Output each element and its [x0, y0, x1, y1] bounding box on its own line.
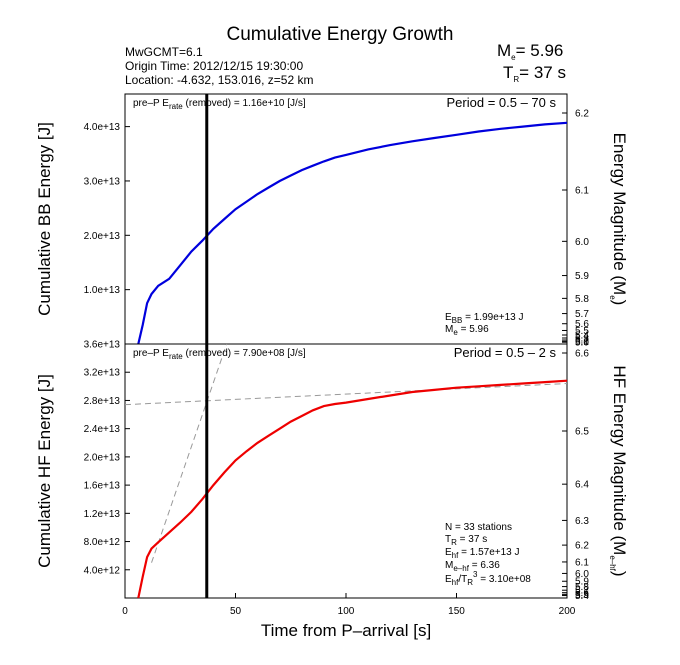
hf-y-axis-label: Cumulative HF Energy [J] — [35, 374, 54, 568]
hf-dashed-onset-line — [151, 343, 228, 563]
hf-rate-note: pre–P Erate (removed) = 7.90e+08 [J/s] — [133, 348, 306, 361]
hf-right-tick-label: 6.1 — [575, 557, 589, 568]
x-tick-label: 200 — [559, 606, 576, 617]
hf-right-tick-label: 6.3 — [575, 516, 589, 527]
bb-energy-panel: 1.0e+13 2.0e+13 3.0e+13 4.0e+13 6.2 6.1 6.0 5.… — [35, 93, 629, 349]
hf-right-tick-label: 5.9 — [575, 577, 589, 588]
bb-right-axis-label: Energy Magnitude (Me) — [608, 133, 629, 306]
bb-y-axis: 1.0e+13 2.0e+13 3.0e+13 4.0e+13 — [84, 122, 130, 296]
hf-period-label: Period = 0.5 – 2 s — [454, 345, 557, 360]
hf-y-tick-label: 1.6e+13 — [84, 481, 121, 492]
bb-magnitude-annotation: Me = 5.96 — [445, 324, 489, 337]
bb-right-tick-label: 5.7 — [575, 309, 589, 320]
hf-y-tick-label: 4.0e+12 — [84, 565, 121, 576]
bb-energy-series-line — [137, 121, 568, 345]
bb-right-tick-label: 5.6 — [575, 319, 589, 330]
x-tick-label: 100 — [338, 606, 355, 617]
hf-ratio-annotation: Ehf/TR3 = 3.10e+08 — [445, 570, 531, 587]
bb-plot-frame — [124, 93, 568, 345]
energy-magnitude-summary: Me= 5.96 — [497, 41, 563, 62]
x-tick-label: 150 — [448, 606, 465, 617]
hf-dashed-trend-line — [124, 383, 568, 406]
bb-right-tick-label: 5.2 — [575, 335, 589, 346]
hf-right-magnitude-axis: 6.6 6.5 6.4 6.3 6.2 6.16.05.95.85.75.65.55.4 — [562, 349, 589, 602]
info-line-1: MwGCMT=6.1 — [125, 45, 203, 59]
bb-right-tick-label: 5.4 — [575, 330, 589, 341]
hf-right-tick-label: 5.5 — [575, 590, 589, 601]
bb-right-tick-label: 6.1 — [575, 186, 589, 197]
info-line-2: Origin Time: 2012/12/15 19:30:00 — [125, 59, 303, 73]
hf-duration-annotation: TR = 37 s — [445, 534, 487, 547]
hf-y-tick-label: 8.0e+12 — [84, 537, 121, 548]
hf-y-tick-label: 2.4e+13 — [84, 424, 121, 435]
hf-y-tick-label: 1.2e+13 — [84, 509, 121, 520]
x-tick-label: 50 — [230, 606, 242, 617]
hf-y-axis: 4.0e+12 8.0e+12 1.2e+13 1.6e+13 2.0e+13 2.4e+… — [84, 340, 130, 576]
bb-energy-annotation: EBB = 1.99e+13 J — [445, 312, 524, 325]
bb-right-magnitude-axis: 6.2 6.1 6.0 5.9 5.8 5.75.65.55.45.35.25.15.0 — [562, 109, 589, 349]
hf-right-axis-label: HF Energy Magnitude (Me–hf) — [608, 365, 629, 576]
hf-right-tick-label: 5.7 — [575, 586, 589, 597]
bb-right-tick-label: 5.0 — [575, 338, 589, 349]
bb-right-tick-label: 6.0 — [575, 237, 589, 248]
bb-rate-note: pre–P Erate (removed) = 1.16e+10 [J/s] — [133, 98, 306, 111]
bb-right-tick-label: 5.3 — [575, 333, 589, 344]
hf-right-tick-label: 6.6 — [575, 349, 589, 360]
x-tick-label: 0 — [122, 606, 128, 617]
hf-stations-annotation: N = 33 stations — [445, 522, 512, 533]
hf-y-tick-label: 3.6e+13 — [84, 340, 121, 351]
bb-y-tick-label: 2.0e+13 — [84, 231, 121, 242]
hf-energy-series-line — [137, 379, 568, 599]
bb-right-tick-label: 5.5 — [575, 326, 589, 337]
hf-y-tick-label: 2.8e+13 — [84, 396, 121, 407]
bb-right-tick-label: 5.1 — [575, 337, 589, 348]
rupture-duration-summary: TR= 37 s — [503, 63, 566, 84]
hf-plot-frame — [124, 343, 568, 599]
hf-right-tick-label: 6.4 — [575, 480, 589, 491]
hf-right-tick-label: 5.8 — [575, 582, 589, 593]
bb-right-tick-label: 6.2 — [575, 109, 589, 120]
bb-right-tick-label: 5.8 — [575, 294, 589, 305]
bb-y-tick-label: 3.0e+13 — [84, 176, 121, 187]
hf-right-tick-label: 6.5 — [575, 427, 589, 438]
hf-y-tick-label: 2.0e+13 — [84, 452, 121, 463]
hf-right-tick-label: 5.6 — [575, 588, 589, 599]
chart-title: Cumulative Energy Growth — [226, 24, 453, 45]
hf-right-tick-label: 6.2 — [575, 541, 589, 552]
hf-right-tick-label: 5.4 — [575, 591, 589, 602]
bb-right-tick-label: 5.9 — [575, 271, 589, 282]
bb-period-label: Period = 0.5 – 70 s — [447, 95, 557, 110]
bb-y-axis-label: Cumulative BB Energy [J] — [35, 122, 54, 316]
bb-y-tick-label: 4.0e+13 — [84, 122, 121, 133]
hf-y-tick-label: 3.2e+13 — [84, 368, 121, 379]
x-axis: 0 50 100 150 200 — [122, 593, 576, 617]
hf-energy-panel: 4.0e+12 8.0e+12 1.2e+13 1.6e+13 2.0e+13 2.4e+… — [35, 340, 629, 641]
hf-right-tick-label: 6.0 — [575, 569, 589, 580]
x-axis-label: Time from P–arrival [s] — [261, 621, 431, 640]
hf-magnitude-annotation: Me–hf = 6.36 — [445, 560, 500, 573]
bb-y-tick-label: 1.0e+13 — [84, 285, 121, 296]
hf-energy-annotation: Ehf = 1.57e+13 J — [445, 547, 520, 560]
info-line-3: Location: -4.632, 153.016, z=52 km — [125, 73, 313, 87]
